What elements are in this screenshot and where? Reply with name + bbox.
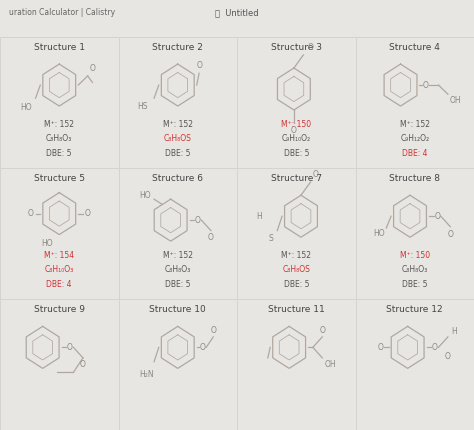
Text: M⁺: 150: M⁺: 150 <box>281 120 311 129</box>
Text: H: H <box>256 212 263 221</box>
Text: M⁺: 152: M⁺: 152 <box>163 120 193 129</box>
Text: O: O <box>447 230 453 239</box>
Text: M⁺: 152: M⁺: 152 <box>163 251 193 260</box>
Text: DBE: 5: DBE: 5 <box>402 280 428 289</box>
Text: O: O <box>434 212 440 221</box>
Text: C₈H₈OS: C₈H₈OS <box>283 265 310 274</box>
Text: Structure 7: Structure 7 <box>271 174 322 183</box>
Text: Structure 4: Structure 4 <box>389 43 440 52</box>
Text: C₈H₈OS: C₈H₈OS <box>164 134 191 143</box>
Text: Structure 10: Structure 10 <box>149 305 206 314</box>
Text: H₂N: H₂N <box>140 370 154 379</box>
Text: HO: HO <box>20 103 32 112</box>
Text: uration Calculator | Calistry: uration Calculator | Calistry <box>9 8 116 17</box>
Text: OH: OH <box>449 96 461 105</box>
Text: O: O <box>291 126 297 135</box>
Text: C₈H₈O₃: C₈H₈O₃ <box>46 134 73 143</box>
Text: Structure 12: Structure 12 <box>386 305 443 314</box>
Text: DBE: 5: DBE: 5 <box>283 280 309 289</box>
Text: O: O <box>67 343 73 352</box>
Text: HO: HO <box>42 239 53 248</box>
Text: C₈H₁₀O₃: C₈H₁₀O₃ <box>45 265 74 274</box>
Text: HS: HS <box>137 101 147 111</box>
Text: O: O <box>195 216 201 224</box>
Text: Structure 6: Structure 6 <box>152 174 203 183</box>
Text: O: O <box>210 326 216 335</box>
Text: DBE: 5: DBE: 5 <box>46 149 72 158</box>
Text: Structure 2: Structure 2 <box>152 43 203 52</box>
Text: DBE: 4: DBE: 4 <box>402 149 428 158</box>
Text: O: O <box>80 360 86 369</box>
Text: S: S <box>269 234 274 243</box>
Text: O: O <box>422 80 428 89</box>
Text: Structure 1: Structure 1 <box>34 43 85 52</box>
Text: O: O <box>208 233 214 242</box>
Text: DBE: 5: DBE: 5 <box>165 280 191 289</box>
Text: DBE: 4: DBE: 4 <box>46 280 72 289</box>
Text: Structure 8: Structure 8 <box>389 174 440 183</box>
Text: O: O <box>312 170 318 179</box>
Text: Structure 9: Structure 9 <box>34 305 85 314</box>
Text: O: O <box>319 326 325 335</box>
Text: O: O <box>28 209 34 218</box>
Text: O: O <box>308 43 313 52</box>
Text: O: O <box>196 61 202 70</box>
Text: M⁺: 152: M⁺: 152 <box>400 120 430 129</box>
Text: O: O <box>85 209 91 218</box>
Text: HO: HO <box>139 191 150 200</box>
Text: C₉H₁₀O₂: C₉H₁₀O₂ <box>282 134 311 143</box>
Text: C₈H₈O₃: C₈H₈O₃ <box>401 265 428 274</box>
Text: O: O <box>445 352 451 361</box>
Text: DBE: 5: DBE: 5 <box>165 149 191 158</box>
Text: C₈H₈O₃: C₈H₈O₃ <box>164 265 191 274</box>
Text: M⁺: 154: M⁺: 154 <box>44 251 74 260</box>
Text: O: O <box>432 343 438 352</box>
Text: Structure 11: Structure 11 <box>268 305 325 314</box>
Text: O: O <box>377 343 383 352</box>
Text: O: O <box>90 64 95 73</box>
Text: ⦸  Untitled: ⦸ Untitled <box>215 8 259 17</box>
Text: M⁺: 152: M⁺: 152 <box>281 251 311 260</box>
Text: O: O <box>200 343 206 352</box>
Text: C₉H₁₂O₂: C₉H₁₂O₂ <box>400 134 429 143</box>
Text: M⁺: 152: M⁺: 152 <box>44 120 74 129</box>
Text: DBE: 5: DBE: 5 <box>283 149 309 158</box>
Text: OH: OH <box>325 360 337 369</box>
Text: Structure 5: Structure 5 <box>34 174 85 183</box>
Text: HO: HO <box>374 229 385 238</box>
Text: Structure 3: Structure 3 <box>271 43 322 52</box>
Text: H: H <box>451 327 457 336</box>
Text: M⁺: 150: M⁺: 150 <box>400 251 430 260</box>
